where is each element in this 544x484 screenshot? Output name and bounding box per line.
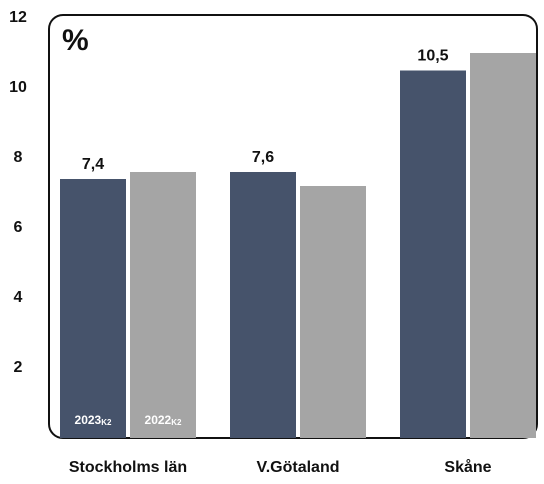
y-tick-label: 2 bbox=[14, 359, 23, 376]
data-label: 7,4 bbox=[82, 156, 104, 173]
legend-subscript: K2 bbox=[101, 418, 112, 427]
y-tick-label: 6 bbox=[14, 219, 23, 236]
x-tick-label: V.Götaland bbox=[257, 459, 340, 476]
legend-name: 2023 bbox=[75, 413, 102, 427]
data-label: 7,6 bbox=[252, 149, 274, 166]
x-tick-label: Skåne bbox=[444, 458, 491, 476]
bar bbox=[60, 179, 126, 438]
bar bbox=[470, 53, 536, 438]
y-axis-label: % bbox=[62, 24, 89, 57]
legend-name: 2022 bbox=[145, 413, 172, 427]
legend-label: 2023K2 bbox=[75, 413, 112, 427]
bar bbox=[230, 172, 296, 438]
legend-label: 2022K2 bbox=[145, 413, 182, 427]
y-tick-label: 8 bbox=[14, 149, 23, 166]
legend-subscript: K2 bbox=[171, 418, 182, 427]
y-tick-label: 10 bbox=[9, 79, 27, 96]
y-tick-label: 12 bbox=[9, 9, 27, 26]
bar bbox=[400, 70, 466, 438]
data-label: 10,5 bbox=[417, 48, 448, 65]
x-tick-label: Stockholms län bbox=[69, 459, 187, 476]
bar bbox=[300, 186, 366, 438]
y-tick-label: 4 bbox=[14, 289, 23, 306]
bar bbox=[130, 172, 196, 438]
